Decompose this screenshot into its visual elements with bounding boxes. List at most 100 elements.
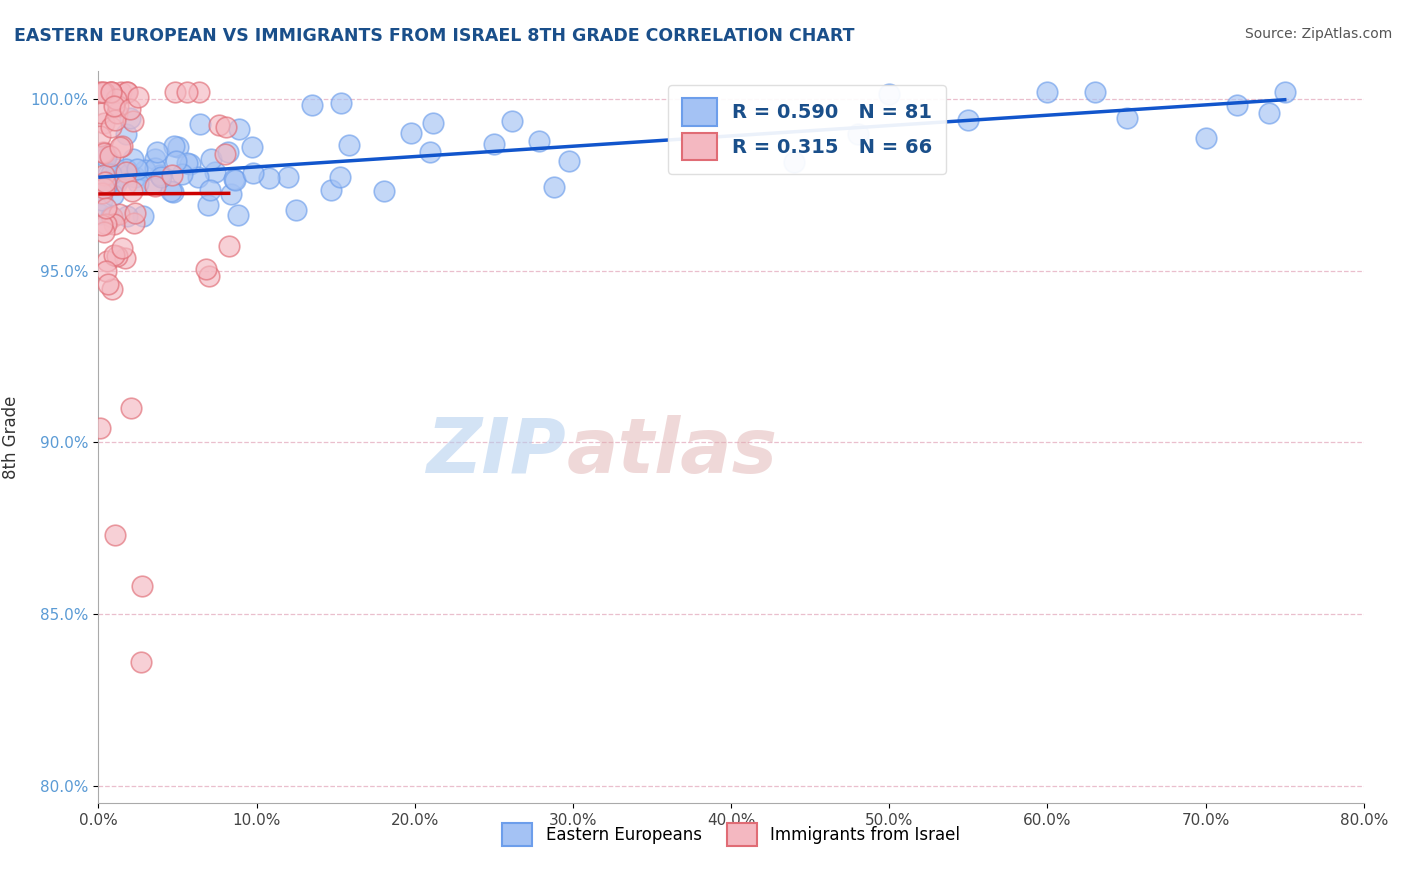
Point bbox=[143, 161, 166, 176]
Point bbox=[124, 169, 146, 184]
Point bbox=[94, 217, 117, 231]
Point bbox=[1115, 111, 1137, 125]
Point bbox=[329, 95, 352, 110]
Point bbox=[217, 145, 239, 160]
Point bbox=[120, 401, 142, 415]
Point bbox=[91, 145, 114, 160]
Point bbox=[129, 655, 152, 669]
Point bbox=[103, 217, 125, 231]
Point bbox=[97, 277, 120, 291]
Point bbox=[101, 187, 124, 202]
Y-axis label: 8th Grade: 8th Grade bbox=[1, 395, 20, 479]
Point bbox=[101, 282, 124, 296]
Point bbox=[89, 207, 111, 221]
Text: Source: ZipAtlas.com: Source: ZipAtlas.com bbox=[1244, 27, 1392, 41]
Point bbox=[108, 140, 131, 154]
Point bbox=[163, 139, 186, 153]
Point bbox=[1194, 131, 1216, 145]
Point bbox=[115, 165, 138, 179]
Point bbox=[257, 171, 280, 186]
Point bbox=[100, 167, 122, 181]
Point bbox=[90, 219, 112, 233]
Point bbox=[117, 85, 139, 99]
Point bbox=[162, 185, 184, 199]
Point bbox=[91, 186, 114, 201]
Point bbox=[118, 111, 141, 125]
Point bbox=[501, 114, 523, 128]
Point bbox=[114, 127, 136, 141]
Point bbox=[422, 116, 444, 130]
Legend: Eastern Europeans, Immigrants from Israel: Eastern Europeans, Immigrants from Israe… bbox=[496, 816, 966, 853]
Point bbox=[110, 85, 132, 99]
Point bbox=[165, 154, 187, 169]
Point bbox=[215, 120, 238, 134]
Point bbox=[111, 138, 134, 153]
Point bbox=[90, 105, 112, 120]
Point bbox=[224, 172, 246, 186]
Point bbox=[107, 98, 129, 112]
Point bbox=[101, 210, 124, 224]
Point bbox=[195, 262, 218, 277]
Point bbox=[543, 180, 565, 194]
Point bbox=[122, 114, 145, 128]
Point bbox=[285, 202, 308, 217]
Point bbox=[1226, 97, 1249, 112]
Point bbox=[121, 152, 143, 166]
Point bbox=[419, 145, 441, 160]
Point bbox=[222, 171, 245, 186]
Point bbox=[115, 209, 138, 223]
Point bbox=[100, 120, 122, 134]
Point bbox=[162, 168, 184, 182]
Point bbox=[93, 180, 115, 194]
Point bbox=[204, 165, 226, 179]
Point bbox=[166, 140, 188, 154]
Point bbox=[103, 248, 125, 262]
Point bbox=[214, 147, 236, 161]
Point bbox=[115, 161, 138, 176]
Point bbox=[104, 177, 127, 191]
Point bbox=[101, 175, 124, 189]
Point bbox=[107, 207, 129, 221]
Point bbox=[1084, 85, 1107, 99]
Point bbox=[100, 85, 122, 99]
Point bbox=[149, 169, 172, 183]
Point bbox=[557, 153, 579, 168]
Point bbox=[134, 162, 156, 177]
Text: atlas: atlas bbox=[567, 415, 778, 489]
Point bbox=[142, 176, 165, 190]
Point bbox=[115, 85, 138, 99]
Point bbox=[96, 253, 118, 268]
Point bbox=[170, 167, 193, 181]
Point bbox=[90, 85, 112, 99]
Point bbox=[373, 184, 395, 198]
Point bbox=[103, 99, 125, 113]
Point bbox=[115, 177, 138, 191]
Point bbox=[94, 151, 117, 165]
Point bbox=[176, 85, 198, 99]
Point bbox=[176, 155, 198, 169]
Point bbox=[104, 112, 127, 127]
Point bbox=[188, 116, 211, 130]
Point bbox=[143, 152, 166, 166]
Point bbox=[100, 209, 122, 223]
Point bbox=[93, 225, 115, 239]
Point bbox=[187, 85, 209, 99]
Point bbox=[187, 169, 209, 184]
Point bbox=[160, 184, 183, 198]
Point bbox=[321, 183, 343, 197]
Point bbox=[1257, 106, 1279, 120]
Text: EASTERN EUROPEAN VS IMMIGRANTS FROM ISRAEL 8TH GRADE CORRELATION CHART: EASTERN EUROPEAN VS IMMIGRANTS FROM ISRA… bbox=[14, 27, 855, 45]
Point bbox=[1274, 85, 1296, 99]
Point bbox=[150, 170, 173, 185]
Point bbox=[198, 269, 221, 284]
Point bbox=[114, 251, 136, 265]
Text: ZIP: ZIP bbox=[427, 415, 567, 489]
Point bbox=[240, 140, 263, 154]
Point bbox=[143, 179, 166, 194]
Point bbox=[131, 579, 153, 593]
Point bbox=[1036, 85, 1059, 99]
Point bbox=[399, 126, 422, 140]
Point bbox=[846, 127, 869, 141]
Point bbox=[163, 85, 186, 99]
Point bbox=[527, 134, 550, 148]
